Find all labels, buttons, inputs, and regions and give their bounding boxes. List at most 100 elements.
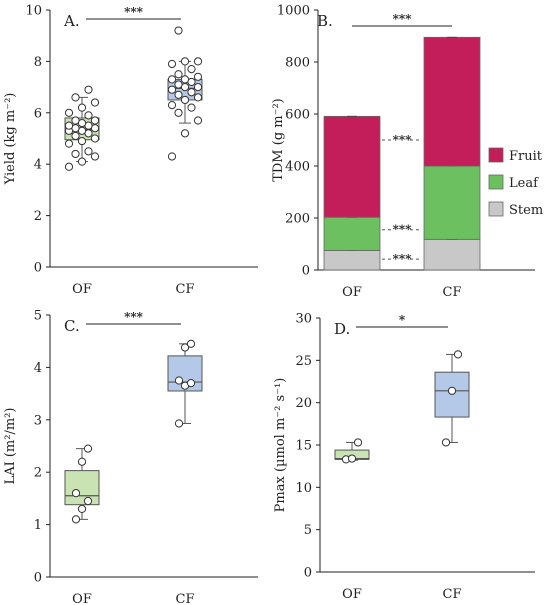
data-point — [71, 93, 80, 102]
y-tick-label: 15 — [295, 439, 312, 454]
data-point — [447, 386, 457, 395]
data-point — [83, 444, 93, 453]
box-of — [64, 444, 100, 524]
panel-d: 0 5 10 15 20 25 30 OF CF Pmax (µmol m⁻² s⁻¹) D. * — [273, 312, 535, 602]
y-tick-label: 10 — [25, 4, 42, 19]
data-point — [174, 419, 184, 428]
x-tick-label-cf: CF — [443, 587, 462, 602]
y-tick-label: 4 — [34, 158, 42, 173]
data-point — [187, 88, 196, 97]
y-tick-label: 5 — [34, 309, 42, 324]
data-point — [71, 489, 81, 498]
y-tick-label: 20 — [295, 396, 312, 411]
data-point — [77, 103, 87, 112]
x-tick-label-of: OF — [72, 282, 92, 297]
data-point — [64, 162, 74, 171]
x-tick-label-of: OF — [342, 285, 362, 300]
panel-label: C. — [64, 317, 80, 335]
data-point — [71, 116, 80, 125]
data-point — [77, 457, 87, 466]
data-point — [167, 100, 177, 110]
y-axis-title: Yield (kg m⁻²) — [3, 93, 18, 186]
bar-of — [323, 115, 381, 271]
significance-label: * — [399, 313, 406, 327]
data-point — [77, 157, 87, 166]
x-tick-label-of: OF — [342, 587, 362, 602]
y-tick-label: 2 — [34, 466, 42, 481]
bar-segment-fruit — [323, 115, 381, 218]
data-point — [64, 108, 74, 117]
data-point — [180, 57, 190, 66]
data-point — [71, 149, 80, 159]
x-tick-label-of: OF — [72, 592, 92, 605]
data-point — [193, 116, 203, 125]
y-axis-title: Pmax (µmol m⁻² s⁻¹) — [273, 378, 288, 513]
bar-segment-stem — [323, 250, 381, 271]
panel-a: 0 2 4 6 8 10 OF CF Yield (kg m⁻²) A. *** — [3, 4, 258, 297]
data-point — [174, 80, 183, 89]
bar-segment-leaf — [423, 165, 481, 240]
data-point — [71, 515, 81, 524]
data-point — [193, 72, 203, 81]
data-point — [353, 438, 363, 447]
data-point — [167, 85, 177, 94]
y-tick-label: 8 — [34, 55, 42, 70]
y-tick-label: 0 — [304, 566, 312, 581]
data-point — [71, 131, 80, 141]
y-tick-label: 0 — [302, 264, 310, 279]
data-point — [90, 134, 100, 143]
data-point — [441, 438, 451, 447]
data-point — [187, 103, 196, 112]
y-tick-label: 200 — [285, 212, 310, 227]
y-tick-label: 0 — [34, 571, 42, 586]
component-significance-label: *** — [393, 252, 413, 266]
y-tick-label: 2 — [34, 209, 42, 224]
bar-segment-fruit — [423, 36, 481, 167]
y-tick-label: 400 — [285, 160, 310, 175]
data-point — [186, 379, 196, 388]
legend-label-stem: Stem — [509, 203, 543, 218]
y-tick-label: 30 — [295, 312, 312, 327]
data-point — [90, 152, 100, 161]
y-tick-label: 0 — [34, 261, 42, 276]
box-cf — [434, 350, 470, 447]
data-point — [77, 504, 87, 513]
data-point — [180, 343, 190, 352]
bar-segment-leaf — [323, 216, 381, 251]
panel-label: B. — [317, 12, 333, 30]
data-point — [187, 65, 196, 74]
panel-label: A. — [63, 12, 80, 30]
data-point — [174, 376, 184, 385]
data-point — [180, 75, 190, 84]
data-point — [84, 85, 93, 94]
data-point — [64, 139, 74, 148]
data-point — [180, 129, 190, 138]
component-significance-label: *** — [393, 133, 413, 147]
bar-cf — [423, 36, 481, 271]
data-point — [174, 90, 183, 99]
data-point — [84, 111, 93, 120]
y-tick-label: 600 — [285, 108, 310, 123]
y-tick-label: 5 — [304, 523, 312, 538]
panel-label: D. — [334, 320, 350, 338]
x-tick-label-cf: CF — [176, 282, 195, 297]
significance-label: *** — [393, 12, 413, 26]
box-iqr — [64, 470, 100, 506]
legend: Fruit Leaf Stem — [488, 147, 543, 218]
box-of — [334, 438, 370, 464]
data-point — [347, 454, 357, 463]
data-point — [453, 350, 463, 359]
data-point — [84, 147, 93, 156]
data-point — [186, 339, 196, 348]
component-significance-label: *** — [393, 223, 413, 237]
y-axis-title: LAI (m²/m²) — [3, 408, 18, 485]
data-point — [167, 152, 177, 161]
bar-segment-stem — [423, 238, 481, 271]
legend-label-leaf: Leaf — [509, 176, 539, 191]
data-point — [193, 57, 203, 66]
legend-swatch-leaf — [488, 174, 504, 190]
data-point — [90, 116, 100, 125]
data-point — [90, 98, 100, 107]
data-point — [174, 26, 183, 35]
